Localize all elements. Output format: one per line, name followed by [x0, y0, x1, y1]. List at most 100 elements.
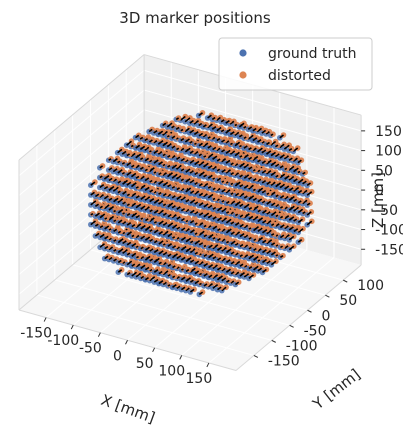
distortion-segment	[167, 243, 173, 248]
distortion-segment	[194, 211, 199, 215]
distortion-segment	[139, 136, 144, 140]
distortion-segment	[112, 157, 118, 163]
distortion-segment	[158, 209, 164, 215]
distortion-segment	[239, 271, 245, 277]
distortion-segment	[234, 163, 239, 167]
distortion-segment	[234, 201, 241, 207]
distortion-segment	[257, 198, 263, 203]
distortion-segment	[261, 169, 267, 174]
distortion-segment	[257, 236, 264, 242]
distortion-segment	[288, 235, 295, 241]
distortion-segment	[252, 215, 259, 221]
distortion-segment	[194, 181, 198, 186]
distortion-segment	[261, 160, 266, 164]
chart-title: 3D marker positions	[119, 9, 271, 27]
distortion-segment	[131, 192, 137, 198]
distortion-segment	[198, 230, 205, 236]
distortion-segment	[243, 163, 249, 169]
distortion-segment	[275, 144, 279, 148]
tick-mark-y	[307, 309, 312, 313]
distortion-segment	[284, 185, 290, 190]
distortion-segment	[239, 214, 244, 218]
distortion-segment	[162, 122, 167, 127]
distortion-segment	[207, 123, 213, 129]
distortion-segment	[139, 175, 145, 180]
distortion-segment	[104, 225, 110, 230]
distortion-segment	[194, 260, 200, 265]
distortion-segment	[266, 211, 271, 215]
distortion-segment	[189, 248, 196, 254]
distortion-segment	[158, 270, 163, 275]
distortion-segment	[212, 177, 216, 180]
distortion-segment	[185, 269, 190, 273]
distortion-segment	[302, 199, 308, 205]
distortion-segment	[180, 196, 186, 201]
tick-label-z: -150	[375, 242, 403, 258]
distortion-segment	[162, 153, 166, 157]
distortion-segment	[99, 175, 103, 179]
distortion-segment	[230, 182, 234, 186]
distortion-segment	[172, 265, 176, 269]
distortion-segment	[212, 216, 217, 220]
distortion-segment	[153, 249, 159, 254]
distortion-segment	[257, 139, 262, 143]
distortion-segment	[198, 183, 203, 187]
distortion-segment	[198, 161, 205, 167]
distortion-segment	[239, 254, 243, 258]
distortion-segment	[230, 142, 233, 146]
distortion-segment	[162, 192, 167, 197]
distortion-segment	[135, 164, 140, 169]
distortion-segment	[140, 217, 144, 220]
distortion-segment	[275, 182, 282, 188]
distortion-segment	[189, 209, 195, 214]
distortion-segment	[180, 286, 186, 291]
distortion-segment	[167, 213, 172, 218]
distortion-segment	[131, 202, 137, 208]
distortion-segment	[203, 234, 208, 238]
distortion-segment	[162, 251, 168, 256]
distortion-segment	[117, 180, 122, 184]
distortion-segment	[122, 261, 126, 264]
distortion-segment	[112, 186, 119, 192]
distortion-segment	[230, 211, 234, 215]
z-axis-label: Z [mm]	[369, 172, 387, 228]
distortion-segment	[229, 131, 235, 136]
grid-line-z-back	[143, 89, 362, 152]
distortion-segment	[149, 209, 153, 213]
distortion-segment	[221, 286, 227, 292]
distortion-segment	[297, 239, 303, 243]
distortion-segment	[153, 257, 160, 264]
tick-mark-x	[179, 355, 183, 360]
distortion-segment	[108, 256, 113, 261]
distortion-segment	[176, 187, 181, 191]
distortion-segment	[279, 234, 285, 239]
distortion-segment	[180, 178, 185, 182]
distortion-segment	[243, 203, 250, 209]
tick-label-z: 150	[375, 124, 402, 140]
grid-line-y-floor	[72, 264, 290, 326]
distortion-segment	[176, 175, 182, 180]
distortion-segment	[162, 221, 168, 226]
tick-label-x: 150	[186, 371, 213, 387]
distortion-segment	[279, 143, 285, 149]
distortion-segment	[207, 153, 214, 159]
distortion-segment	[225, 268, 231, 273]
distortion-segment	[266, 200, 272, 205]
distortion-segment	[203, 212, 210, 218]
distortion-segment	[135, 134, 140, 139]
distortion-segment	[122, 221, 127, 225]
distortion-segment	[293, 198, 298, 202]
distortion-segment	[288, 148, 293, 152]
distortion-segment	[176, 285, 181, 289]
distortion-segment	[243, 145, 248, 149]
distortion-segment	[176, 206, 181, 210]
distortion-segment	[266, 239, 273, 245]
distortion-segment	[153, 269, 159, 273]
distortion-segment	[262, 249, 267, 254]
distortion-segment	[235, 213, 239, 217]
distortion-segment	[207, 145, 212, 149]
distortion-segment	[126, 193, 131, 197]
tick-mark-x	[70, 324, 74, 330]
distortion-segment	[113, 209, 116, 213]
grid-line-z-left	[18, 89, 145, 196]
